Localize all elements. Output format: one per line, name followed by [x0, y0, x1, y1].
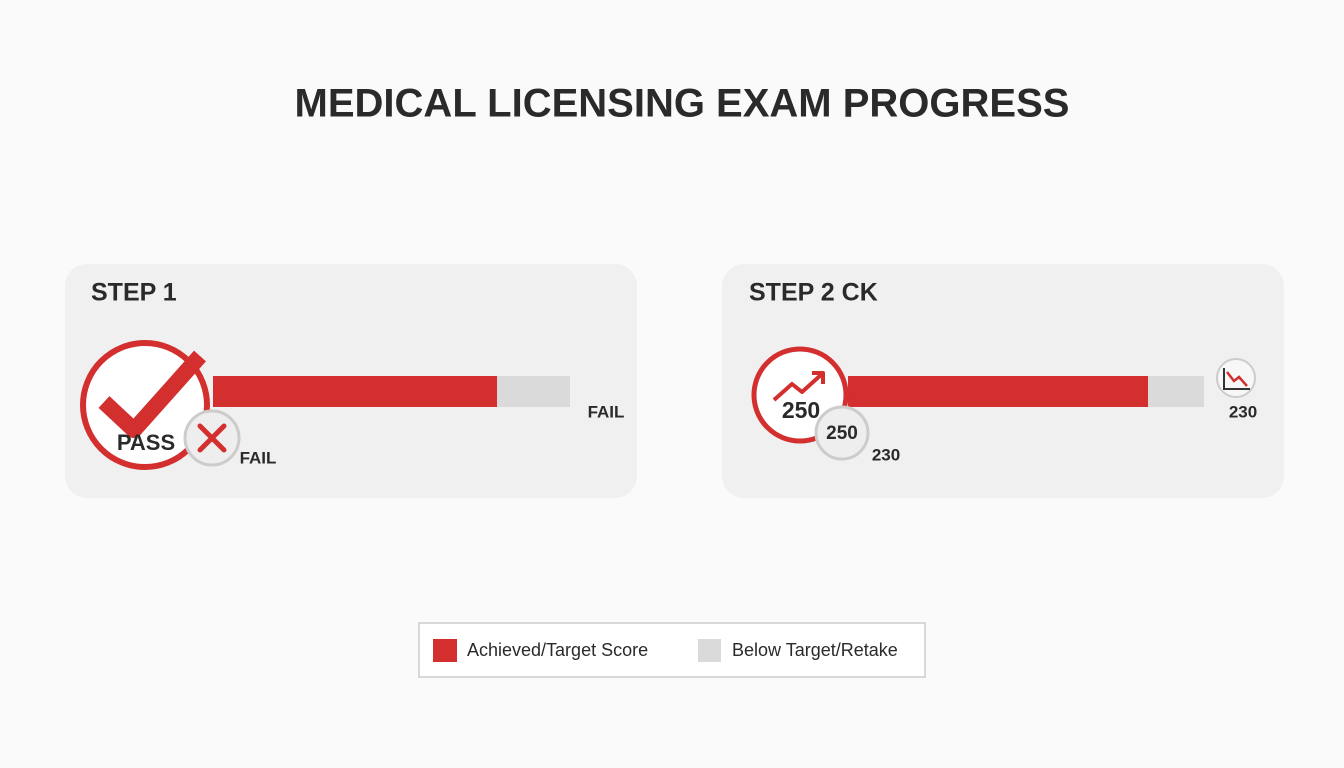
page-title: MEDICAL LICENSING EXAM PROGRESS [295, 82, 1070, 126]
progress-remaining [497, 376, 570, 407]
pass-label: PASS [117, 430, 175, 455]
check-icon [98, 350, 206, 438]
score-label: 250 [782, 397, 820, 423]
fail-label: FAIL [240, 448, 277, 467]
progress-remaining [1148, 376, 1204, 407]
chart-icon-line [1226, 371, 1248, 387]
legend-box [418, 622, 926, 678]
legend-label: Below Target/Retake [732, 640, 898, 660]
card-title: STEP 1 [91, 279, 177, 307]
chart-icon-axes [1223, 368, 1250, 390]
end-label: FAIL [588, 402, 625, 421]
legend: Achieved/Target Score Below Target/Retak… [418, 622, 926, 678]
legend-swatch [698, 639, 721, 662]
card-title: STEP 2 CK [749, 279, 878, 307]
x-icon [197, 423, 227, 453]
trend-icon [772, 371, 825, 402]
legend-swatch [433, 639, 457, 662]
badge-score: 250 [826, 423, 858, 444]
badge-caption: 230 [872, 445, 900, 464]
legend-label: Achieved/Target Score [467, 640, 648, 660]
progress-achieved [848, 376, 1148, 407]
secondary-badge [814, 405, 870, 461]
card-step-2: STEP 2 CK 250 250 230 230 [722, 264, 1284, 498]
card-step-1: STEP 1 PASS FAIL FAIL [65, 264, 637, 498]
end-label: 230 [1229, 402, 1257, 421]
progress-achieved [213, 376, 497, 407]
